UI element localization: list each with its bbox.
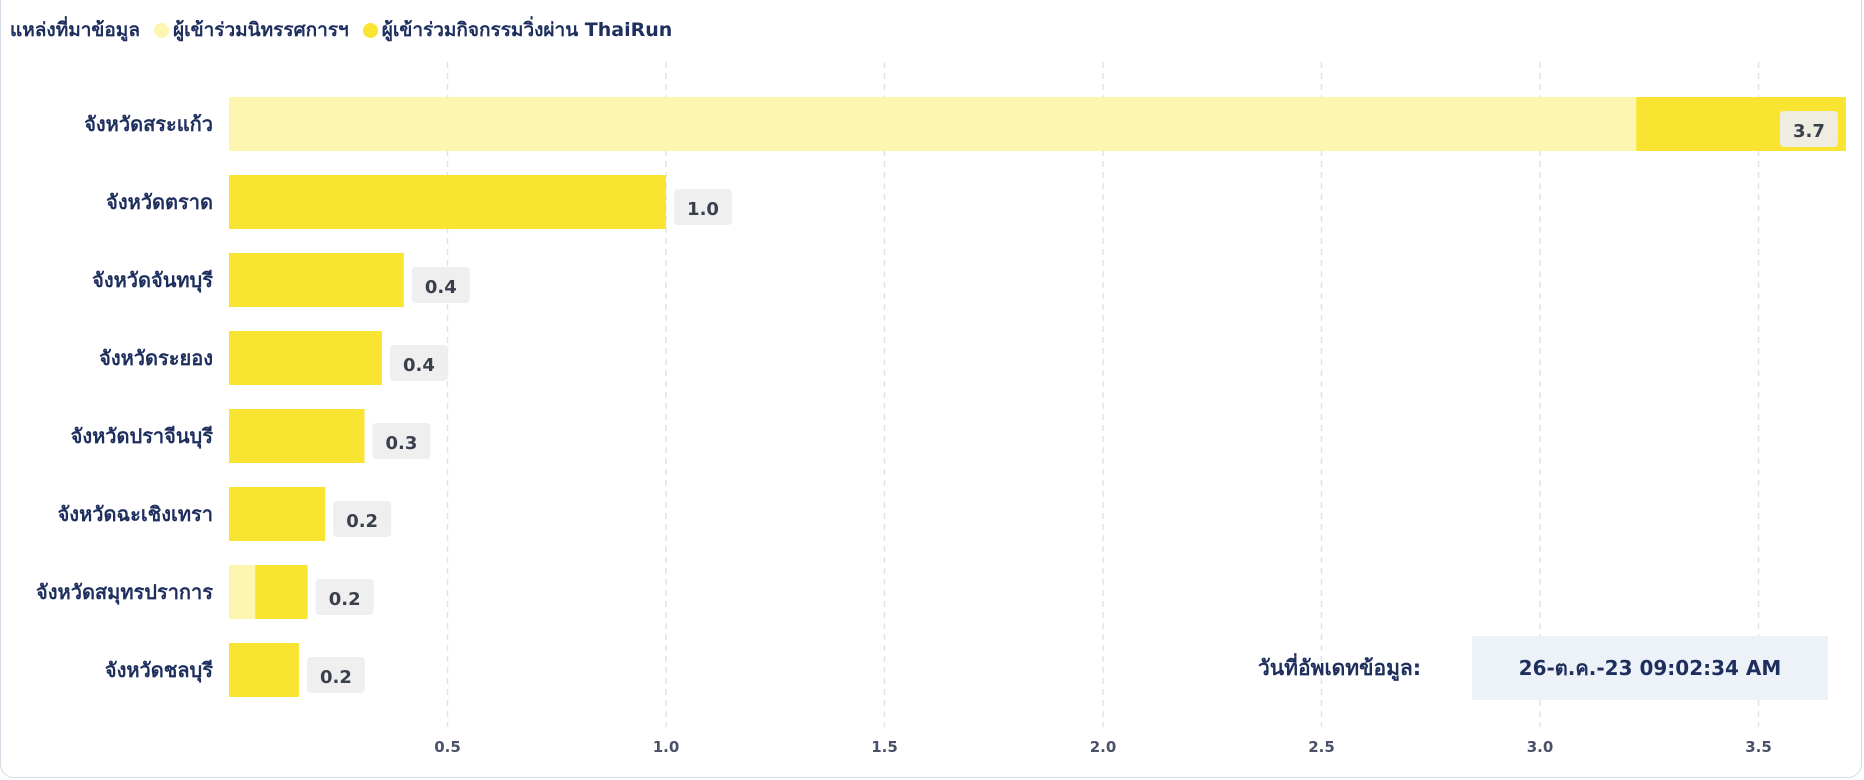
value-label: 0.2 <box>346 511 378 532</box>
x-tick-label: 2.5 <box>1308 738 1335 756</box>
value-label: 0.2 <box>320 667 352 688</box>
value-label-bg <box>306 657 365 693</box>
category-label: จังหวัดระยอง <box>99 346 213 370</box>
value-label-bg <box>389 345 448 381</box>
value-label: 1.0 <box>687 199 719 220</box>
x-tick-label: 1.0 <box>653 738 680 756</box>
value-label-bg <box>1779 111 1838 147</box>
value-label-bg <box>333 501 392 537</box>
legend-item-exhibition[interactable]: ผู้เข้าร่วมนิทรรศการฯ <box>153 15 349 45</box>
value-label-bg <box>674 189 732 225</box>
legend-swatch-exhibition-icon <box>153 22 169 38</box>
x-tick-label: 1.5 <box>871 738 898 756</box>
value-label: 3.7 <box>1793 121 1825 142</box>
value-label-bg <box>372 423 431 459</box>
category-label: จังหวัดสมุทรปราการ <box>36 580 213 605</box>
legend-item-thairun[interactable]: ผู้เข้าร่วมกิจกรรมวิ่งผ่าน ThaiRun <box>362 15 673 45</box>
update-label: วันที่อัพเดทข้อมูล: <box>1258 655 1422 680</box>
bar-segment <box>229 253 404 307</box>
bar-segment <box>229 331 382 385</box>
bar-segment <box>229 643 299 697</box>
bar-segment <box>255 565 308 619</box>
value-label-bg <box>411 267 470 303</box>
value-label: 0.4 <box>403 355 435 376</box>
bar-segment <box>229 97 1637 151</box>
legend-label-exhibition: ผู้เข้าร่วมนิทรรศการฯ <box>172 19 349 41</box>
legend-title: แหล่งที่มาข้อมูล <box>10 19 140 41</box>
category-label: จังหวัดจันทบุรี <box>92 268 213 293</box>
update-value-box: 26-ต.ค.-23 09:02:34 AM <box>1472 636 1828 700</box>
x-tick-label: 2.0 <box>1090 738 1117 756</box>
legend: แหล่งที่มาข้อมูล ผู้เข้าร่วมนิทรรศการฯ ผ… <box>10 16 672 44</box>
bar-segment <box>229 487 326 541</box>
x-tick-label: 3.0 <box>1527 738 1554 756</box>
category-label: จังหวัดชลบุรี <box>105 658 213 683</box>
bar-segment <box>229 565 256 619</box>
bar-segment <box>229 409 365 463</box>
x-tick-label: 3.5 <box>1745 738 1772 756</box>
x-tick-label: 0.5 <box>434 738 461 756</box>
value-label-bg <box>315 579 374 615</box>
value-label: 0.4 <box>425 277 457 298</box>
category-label: จังหวัดฉะเชิงเทรา <box>58 502 213 526</box>
update-info: วันที่อัพเดทข้อมูล: 26-ต.ค.-23 09:02:34 … <box>1258 636 1828 700</box>
category-label: จังหวัดตราด <box>106 190 213 214</box>
category-label: จังหวัดปราจีนบุรี <box>71 424 214 449</box>
value-label: 0.3 <box>386 433 418 454</box>
legend-label-thairun: ผู้เข้าร่วมกิจกรรมวิ่งผ่าน ThaiRun <box>381 19 673 41</box>
bar-segment <box>229 175 666 229</box>
value-label: 0.2 <box>329 589 361 610</box>
legend-swatch-thairun-icon <box>362 22 378 38</box>
update-value: 26-ต.ค.-23 09:02:34 AM <box>1518 656 1782 680</box>
category-label: จังหวัดสระแก้ว <box>84 112 213 136</box>
